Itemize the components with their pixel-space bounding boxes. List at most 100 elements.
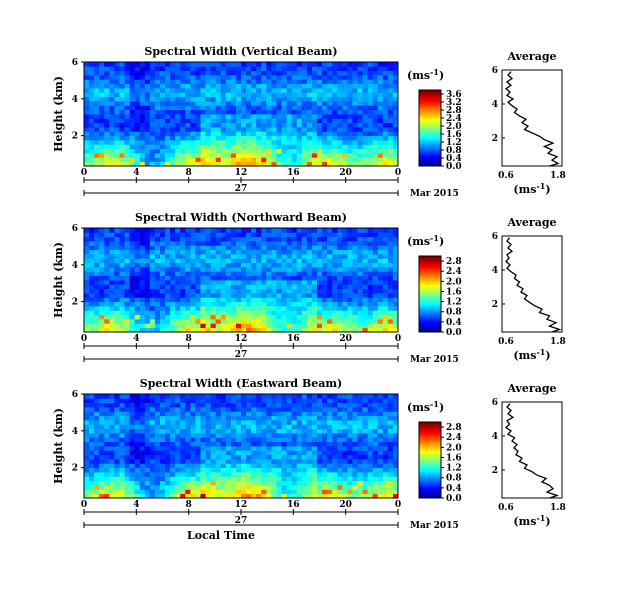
heatmap-cell <box>154 79 161 85</box>
heatmap-cell <box>159 288 166 294</box>
heatmap-cell <box>220 310 227 316</box>
heatmap-cell <box>332 161 338 167</box>
heatmap-cell <box>124 127 130 132</box>
heatmap-cell <box>382 402 389 408</box>
heatmap-cell <box>114 327 120 333</box>
heatmap-cell <box>357 454 363 460</box>
heatmap-cell <box>119 411 125 417</box>
heatmap-cell <box>104 301 110 307</box>
heatmap-cell <box>84 122 90 128</box>
heatmap-cell <box>99 232 105 238</box>
heatmap-cell <box>327 446 333 451</box>
heatmap-cell <box>109 96 115 102</box>
heatmap-cell <box>367 131 374 137</box>
heatmap-cell <box>261 275 267 281</box>
average-y-tick-label: 4 <box>492 432 498 442</box>
heatmap-cell <box>215 314 222 320</box>
heatmap-cell <box>129 441 136 447</box>
heatmap-cell <box>271 75 277 80</box>
heatmap-cell <box>306 402 313 408</box>
heatmap-cell <box>190 398 196 404</box>
heatmap-cell <box>230 236 237 242</box>
heatmap-cell <box>124 271 130 277</box>
heatmap-cell <box>94 109 100 115</box>
heatmap-cell <box>241 101 247 106</box>
heatmap-cell <box>235 310 242 316</box>
heatmap-cell <box>266 293 272 298</box>
heatmap-cell <box>352 92 358 98</box>
heatmap-cell <box>246 407 252 412</box>
heatmap-cell <box>109 472 115 477</box>
heatmap-cell <box>337 459 343 464</box>
heatmap-cell <box>185 105 191 111</box>
heatmap-cell <box>291 424 298 430</box>
heatmap-cell <box>215 288 222 294</box>
heatmap-cell <box>246 245 252 251</box>
heatmap-cell <box>180 446 186 451</box>
heatmap-cell <box>271 441 277 447</box>
heatmap-cell <box>180 241 186 246</box>
heatmap-cell <box>266 140 272 145</box>
heatmap-cell <box>195 284 201 290</box>
heatmap-cell <box>357 236 363 242</box>
heatmap-cell <box>392 241 399 246</box>
heatmap-cell <box>89 306 95 311</box>
heatmap-cell <box>241 127 247 132</box>
heatmap-cell <box>109 415 115 421</box>
heatmap-cell <box>367 262 374 268</box>
heatmap-cell <box>134 411 141 417</box>
heatmap-cell <box>165 284 171 290</box>
heatmap-cell <box>210 135 217 141</box>
heatmap-cell <box>235 228 242 233</box>
heatmap-cell <box>281 62 287 67</box>
heatmap-cell <box>372 280 379 285</box>
colorbar-tick-label: 2.4 <box>446 433 462 443</box>
heatmap-cell <box>205 407 212 412</box>
heatmap-cell <box>195 472 201 477</box>
heatmap-cell <box>362 135 369 141</box>
heatmap-cell <box>316 148 323 154</box>
heatmap-cell <box>291 62 298 67</box>
heatmap-cell <box>352 83 358 89</box>
heatmap-cell <box>230 459 237 464</box>
heatmap-cell <box>134 236 141 242</box>
heatmap-cell <box>220 153 227 158</box>
heatmap-cell <box>84 232 90 238</box>
heatmap-cell <box>337 144 343 150</box>
heatmap-cell <box>347 398 353 404</box>
heatmap-cell <box>286 327 293 333</box>
heatmap-cell <box>392 446 399 451</box>
heatmap-cell <box>327 92 333 98</box>
heatmap-cell <box>261 480 267 486</box>
heatmap-cell <box>276 83 282 89</box>
heatmap-cell <box>104 485 110 490</box>
heatmap-cell <box>99 306 105 311</box>
heatmap-cell <box>327 118 333 124</box>
heatmap-cell <box>392 433 399 438</box>
heatmap-cell <box>322 293 328 298</box>
heatmap-cell <box>230 140 237 145</box>
heatmap-cell <box>129 232 136 238</box>
heatmap-cell <box>271 83 277 89</box>
heatmap-cell <box>332 144 338 150</box>
heatmap-cell <box>301 437 308 443</box>
heatmap-cell <box>347 135 353 141</box>
heatmap-cell <box>322 245 328 251</box>
x-tick-label: 4 <box>133 168 139 178</box>
heatmap-cell <box>124 109 130 115</box>
heatmap-cell <box>311 420 318 425</box>
heatmap-cell <box>114 424 120 430</box>
heatmap-cell <box>124 441 130 447</box>
heatmap-cell <box>281 428 287 434</box>
heatmap-cell <box>139 415 146 421</box>
heatmap-cell <box>154 109 161 115</box>
heatmap-cell <box>377 135 384 141</box>
heatmap-cell <box>235 398 242 404</box>
heatmap-cell <box>215 398 222 404</box>
heatmap-cell <box>352 105 358 111</box>
heatmap-cell <box>357 306 363 311</box>
heatmap-cell <box>149 241 156 246</box>
heatmap-cell <box>357 66 363 72</box>
heatmap-cell <box>377 114 384 119</box>
heatmap-cell <box>377 297 384 303</box>
